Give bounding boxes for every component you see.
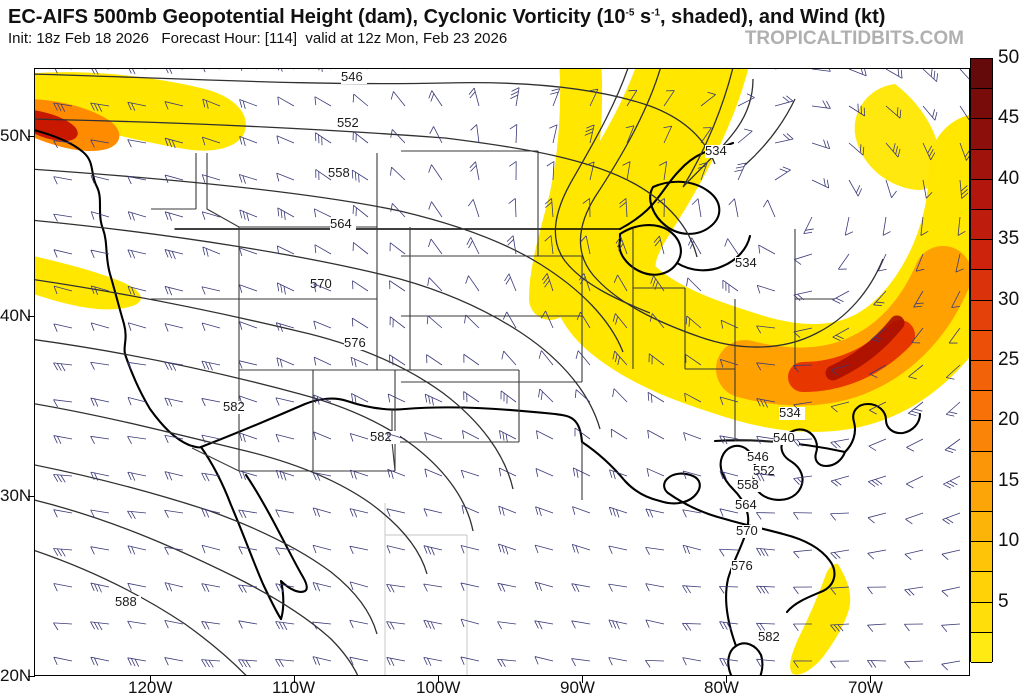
svg-text:540: 540 (773, 430, 795, 445)
svg-text:570: 570 (310, 276, 332, 291)
svg-text:558: 558 (328, 165, 350, 180)
svg-text:534: 534 (779, 405, 801, 420)
svg-text:570: 570 (736, 523, 758, 538)
svg-text:576: 576 (344, 335, 366, 350)
svg-text:546: 546 (341, 69, 363, 84)
svg-text:558: 558 (737, 477, 759, 492)
svg-text:582: 582 (758, 629, 780, 644)
svg-text:534: 534 (705, 143, 727, 158)
svg-text:576: 576 (731, 558, 753, 573)
svg-text:564: 564 (330, 216, 352, 231)
svg-text:588: 588 (115, 594, 137, 609)
svg-text:534: 534 (735, 255, 757, 270)
svg-text:552: 552 (337, 115, 359, 130)
svg-text:564: 564 (735, 497, 757, 512)
svg-text:546: 546 (747, 449, 769, 464)
